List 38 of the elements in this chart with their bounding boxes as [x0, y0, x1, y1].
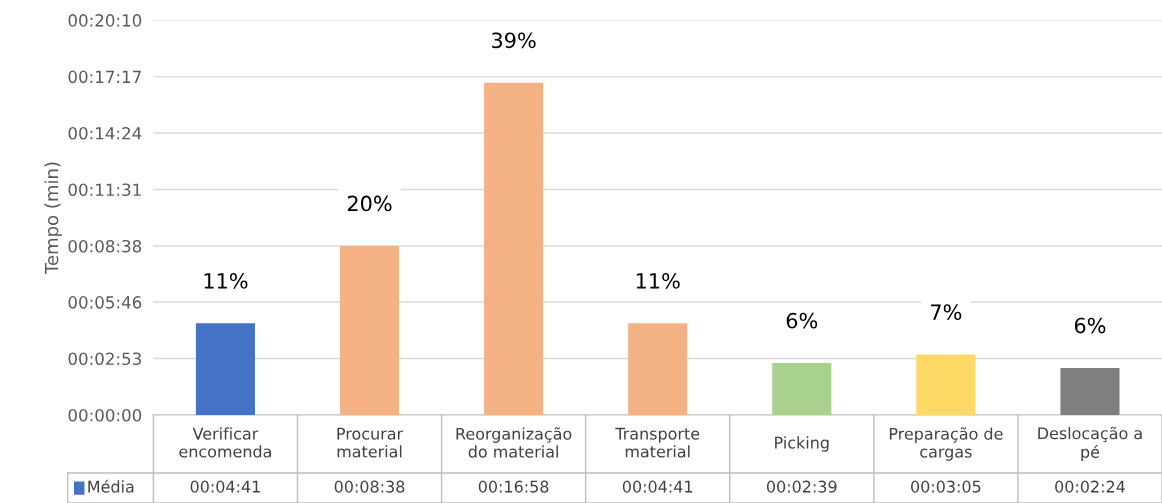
y-tick-label: 00:14:24	[68, 126, 142, 140]
x-tick-label: Verificar encomenda	[179, 427, 271, 458]
annotation: 39%	[492, 32, 536, 49]
annotation: 11%	[636, 272, 680, 289]
y-tick-label: 00:08:38	[68, 239, 142, 253]
annotation: 6%	[786, 312, 818, 329]
x-tick-label: Preparação de cargas	[889, 427, 1003, 461]
bar	[195, 323, 255, 415]
data-label: 00:16:58	[478, 480, 549, 493]
y-tick-label: 00:17:17	[68, 70, 141, 84]
annotation: 7%	[931, 304, 962, 321]
y-tick-label: 00:20:10	[68, 14, 142, 27]
annotation: 6%	[1074, 317, 1106, 334]
bar	[772, 363, 832, 415]
data-label: 00:04:41	[190, 480, 260, 493]
y-tick-label: 00:00:00	[68, 408, 142, 422]
y-tick-label: 00:05:46	[68, 296, 142, 309]
bar	[916, 354, 976, 415]
y-axis-title: Tempo (min)	[44, 162, 62, 275]
data-label: 00:08:38	[334, 480, 405, 493]
x-tick-label: Picking	[775, 436, 829, 452]
data-label: 00:02:24	[1055, 480, 1125, 493]
legend-label: Média	[88, 479, 134, 493]
x-tick-label: Deslocação a pé	[1038, 426, 1142, 462]
y-tick-label: 00:11:31	[68, 183, 141, 197]
data-label: 00:03:05	[911, 480, 981, 493]
bar	[1060, 367, 1120, 415]
x-tick-label: Reorganização do material	[456, 427, 572, 458]
x-tick-label: Transporte material	[615, 427, 700, 458]
bar	[628, 323, 688, 415]
data-label: 00:02:39	[766, 480, 837, 493]
annotation: 11%	[204, 272, 248, 289]
bar	[484, 82, 544, 415]
annotation: 20%	[347, 195, 392, 212]
bar	[339, 245, 400, 415]
y-tick-label: 00:02:53	[68, 352, 141, 366]
x-tick-label: Procurar material	[337, 427, 404, 458]
data-label: 00:04:41	[622, 480, 693, 493]
